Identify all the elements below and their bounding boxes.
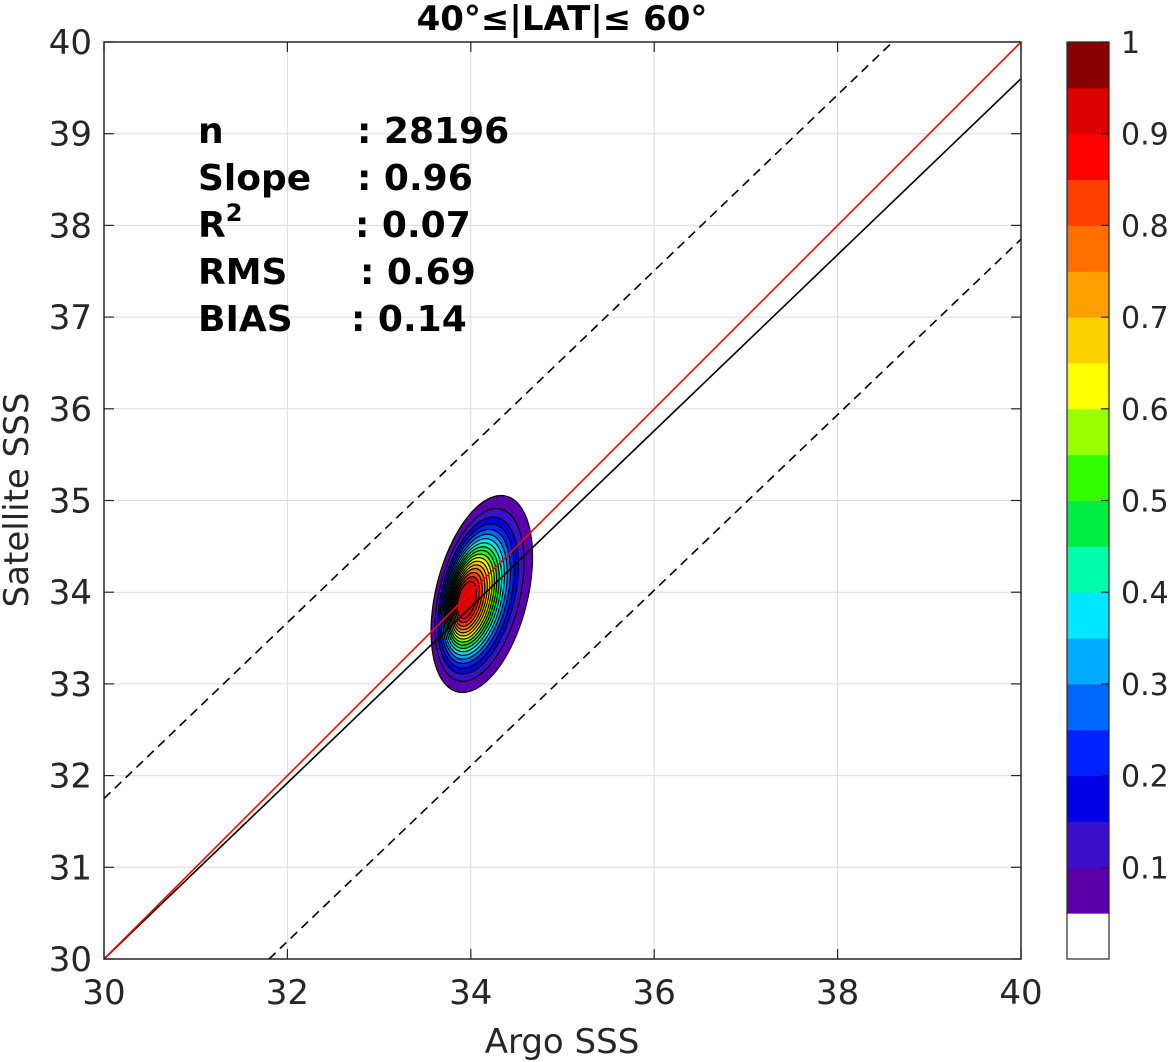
chart-title: 40°≤|LAT|≤ 60° — [417, 0, 708, 39]
colorbar-tick-label: 1 — [1121, 26, 1140, 61]
stat-value: : 0.96 — [357, 158, 473, 199]
stat-value: : 0.14 — [351, 299, 467, 340]
colorbar-segment — [1067, 729, 1109, 777]
stat-label-sup: 2 — [226, 199, 243, 227]
y-tick-label: 40 — [49, 23, 92, 63]
x-tick-label: 38 — [816, 973, 859, 1013]
x-tick-label: 40 — [999, 973, 1042, 1013]
colorbar-tick-label: 0.8 — [1121, 209, 1169, 244]
colorbar-tick-label: 0.4 — [1121, 576, 1169, 611]
colorbar-segment — [1067, 500, 1109, 547]
colorbar-segment — [1067, 362, 1109, 410]
x-tick-label: 36 — [633, 973, 676, 1013]
x-tick-label: 30 — [82, 973, 125, 1013]
y-tick-label: 37 — [49, 298, 92, 338]
fit-line — [104, 78, 1021, 959]
y-tick-label: 39 — [49, 115, 92, 155]
colorbar-segment — [1067, 683, 1109, 731]
stat-value: : 0.69 — [360, 252, 476, 293]
colorbar: 0.1 0.2 0.3 0.4 0.5 0.6 0.7 0.8 0.9 1 — [1066, 26, 1169, 960]
colorbar-segment — [1067, 913, 1109, 960]
stat-value: : 0.07 — [355, 205, 471, 246]
lower-bound-line — [268, 238, 1021, 959]
stat-label: BIAS — [198, 299, 293, 340]
y-tick-label: 31 — [49, 848, 92, 888]
stat-value: : 28196 — [357, 111, 509, 152]
colorbar-segment — [1067, 42, 1109, 89]
colorbar-segment — [1067, 87, 1109, 135]
colorbar-segment — [1067, 317, 1109, 364]
y-axis-label: Satellite SSS — [0, 393, 37, 608]
colorbar-segment — [1067, 454, 1109, 501]
colorbar-tick-label: 0.5 — [1121, 485, 1169, 520]
reference-lines — [104, 42, 1021, 959]
stat-label: n — [198, 111, 224, 152]
colorbar-segment — [1067, 638, 1109, 685]
y-tick-label: 32 — [49, 757, 92, 797]
stat-label: RMS — [198, 252, 287, 293]
colorbar-segment — [1067, 271, 1109, 318]
y-tick-label: 35 — [49, 482, 92, 522]
colorbar-tick-label: 0.3 — [1121, 668, 1169, 703]
y-tick-label: 30 — [49, 940, 92, 980]
y-tick-label: 34 — [49, 573, 92, 613]
colorbar-segment — [1067, 775, 1109, 822]
colorbar-tick-label: 0.1 — [1121, 851, 1169, 886]
colorbar-segment — [1067, 408, 1109, 456]
y-tick-label: 36 — [49, 390, 92, 430]
colorbar-tick-label: 0.2 — [1121, 760, 1169, 795]
x-tick-label: 34 — [449, 973, 492, 1013]
grid — [103, 41, 1022, 960]
y-tick-labels: 30 31 32 33 34 35 36 37 38 39 40 — [49, 23, 92, 980]
colorbar-tick-label: 0.6 — [1121, 393, 1169, 428]
colorbar-segment — [1067, 179, 1109, 226]
colorbar-segment — [1067, 133, 1109, 181]
colorbar-segment — [1067, 225, 1109, 272]
y-tick-label: 38 — [49, 206, 92, 246]
colorbar-segment — [1067, 821, 1109, 868]
x-axis-label: Argo SSS — [485, 1022, 640, 1062]
colorbar-tick-label: 0.7 — [1121, 301, 1169, 336]
stat-label: Slope — [198, 158, 311, 199]
colorbar-segment — [1067, 867, 1109, 914]
x-tick-label: 32 — [266, 973, 309, 1013]
colorbar-tick-label: 0.9 — [1121, 118, 1169, 153]
colorbar-segment — [1067, 592, 1109, 639]
axis-ticks — [103, 41, 1022, 960]
one-to-one-line — [104, 42, 1021, 959]
y-tick-label: 33 — [49, 665, 92, 705]
x-tick-labels: 30 32 34 36 38 40 — [82, 973, 1042, 1013]
colorbar-segment — [1067, 546, 1109, 593]
upper-bound-line — [104, 42, 894, 800]
